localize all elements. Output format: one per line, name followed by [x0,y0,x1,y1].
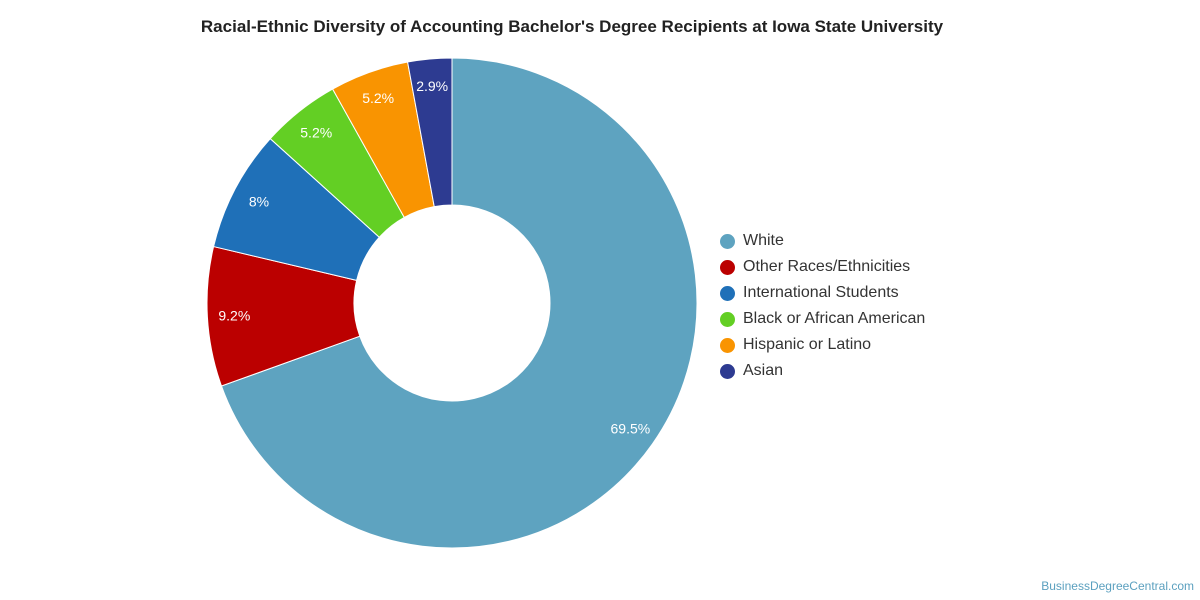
legend-label: Asian [743,362,784,379]
legend-item-international-students[interactable]: International Students [720,280,925,306]
legend-label: International Students [743,284,899,301]
legend: White Other Races/Ethnicities Internationa… [720,228,925,384]
legend-label: Hispanic or Latino [743,336,872,353]
slice-asian[interactable] [407,57,453,208]
legend-item-white[interactable]: White [720,228,925,254]
slice-label-hispanic-or-latino: 5.2% [362,90,394,106]
slice-label-white: 69.5% [611,420,651,436]
legend-item-asian[interactable]: Asian [720,358,925,384]
legend-label: Other Races/Ethnicities [743,258,911,275]
slice-label-other-races-ethnicities: 9.2% [218,307,250,323]
legend-swatch-icon [720,337,735,353]
legend-swatch-icon [720,311,735,327]
slice-label-asian: 2.9% [416,78,448,94]
legend-swatch-icon [720,233,735,249]
legend-item-hispanic-or-latino[interactable]: Hispanic or Latino [720,332,925,358]
slice-label-international-students: 8% [249,194,269,210]
legend-item-other-races-ethnicities[interactable]: Other Races/Ethnicities [720,254,925,280]
legend-swatch-icon [720,259,735,275]
legend-item-black-or-african-american[interactable]: Black or African American [720,306,925,332]
legend-swatch-icon [720,285,735,301]
legend-label: Black or African American [743,310,926,327]
slice-label-black-or-african-american: 5.2% [300,124,332,140]
legend-swatch-icon [720,363,735,379]
slice-white[interactable] [220,57,698,549]
source-credit[interactable]: BusinessDegreeCentral.com [1041,579,1194,593]
legend-label: White [743,232,784,249]
chart-title: Racial-Ethnic Diversity of Accounting Ba… [200,17,944,36]
